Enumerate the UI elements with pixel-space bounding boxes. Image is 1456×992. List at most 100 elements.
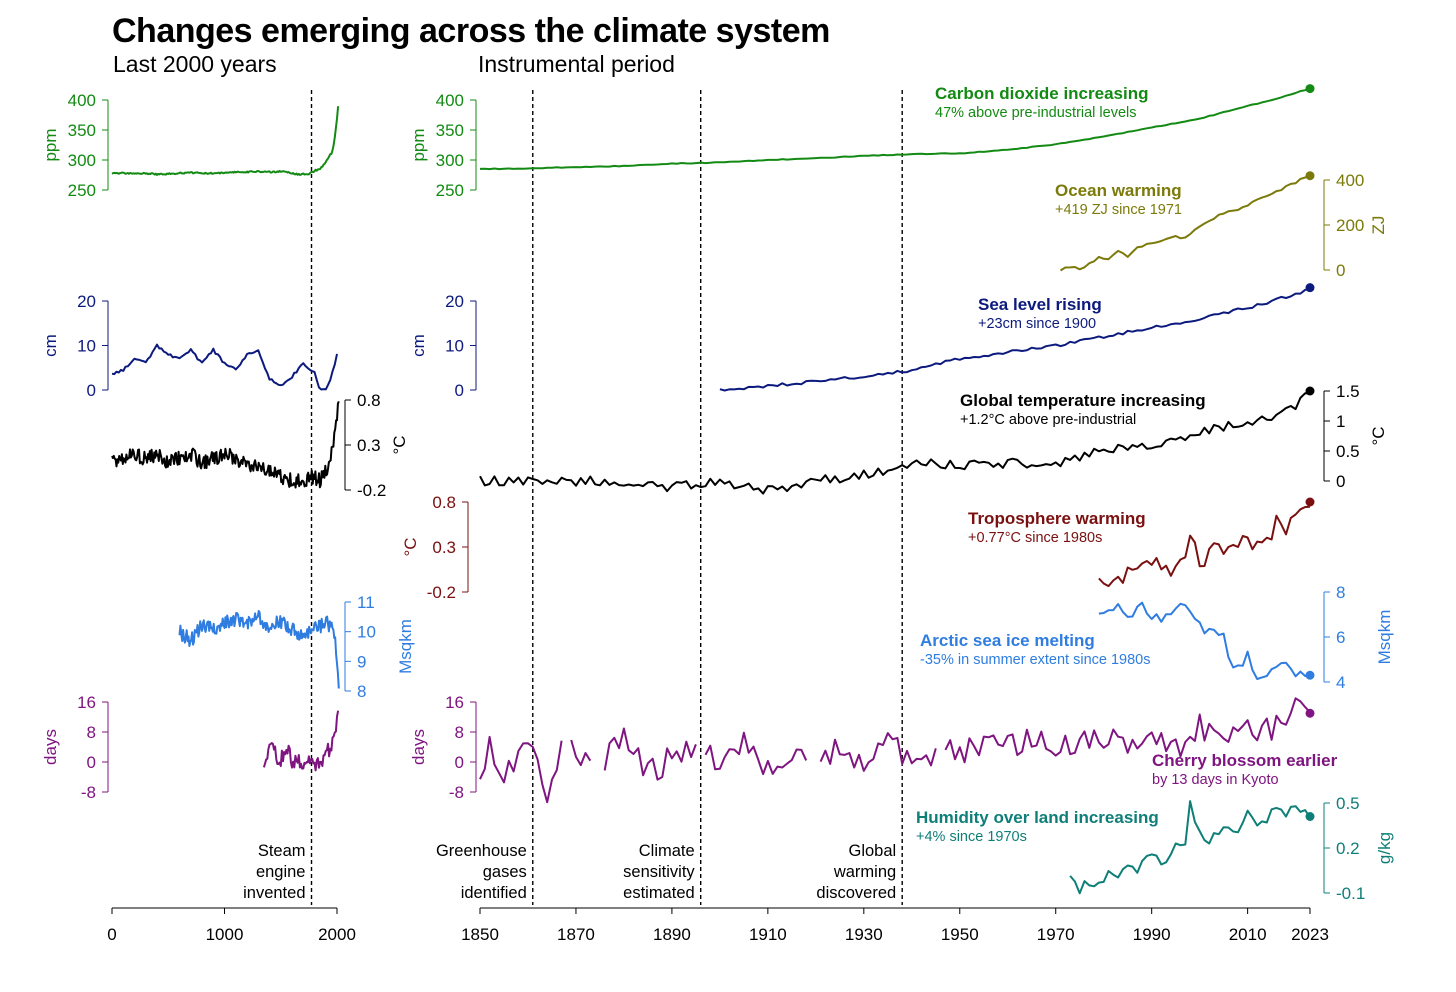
- right-x-tick-label: 2010: [1229, 925, 1267, 944]
- cherry-right-tick-label: 0: [455, 753, 464, 772]
- right-x-tick-label: 1870: [557, 925, 595, 944]
- cherry-right-axis-label: days: [409, 729, 428, 765]
- ice-left-tick-label: 8: [357, 682, 366, 701]
- ocean-line: [1059, 173, 1311, 272]
- co2-left-tick-label: 400: [68, 91, 96, 110]
- event-1-label: Climate: [639, 842, 695, 860]
- sea-right-tick-label: 20: [445, 292, 464, 311]
- cherry-right-tick-label: 8: [455, 723, 464, 742]
- sea-annotation-subtitle: +23cm since 1900: [978, 316, 1096, 332]
- event-0-label: identified: [461, 884, 527, 902]
- ice-line-instrumental: [1098, 601, 1311, 680]
- sea-end-dot: [1305, 283, 1315, 293]
- tropo-line: [1098, 505, 1311, 588]
- co2-left-axis-label: ppm: [41, 128, 60, 161]
- humid-tick-label: -0.1: [1336, 884, 1365, 903]
- temp-right-axis-label: °C: [1369, 426, 1388, 445]
- right-x-tick-label: 1890: [653, 925, 691, 944]
- co2-left-tick-label: 300: [68, 151, 96, 170]
- sea-right-tick-label: 0: [455, 381, 464, 400]
- cherry-line-instrumental: [944, 697, 1311, 764]
- cherry-end-dot: [1305, 708, 1315, 718]
- ice-right-tick-label: 6: [1336, 628, 1345, 647]
- cherry-line-instrumental: [603, 727, 697, 781]
- ice-right-axis-label: Msqkm: [1375, 610, 1394, 665]
- subtitle-last-2000-years: Last 2000 years: [113, 51, 277, 77]
- co2-right-axis-label: ppm: [409, 128, 428, 161]
- temp-right-tick-label: 0.5: [1336, 442, 1360, 461]
- ice-left-tick-label: 9: [357, 652, 366, 671]
- event-0-label: Greenhouse: [436, 842, 527, 860]
- temp-annotation-title: Global temperature increasing: [960, 391, 1206, 410]
- event-2-label: warming: [833, 863, 896, 881]
- tropo-annotation-subtitle: +0.77°C since 1980s: [968, 530, 1102, 546]
- cherry-line-instrumental: [704, 731, 808, 776]
- ice-left-tick-label: 11: [357, 593, 375, 612]
- event-0-label: gases: [483, 863, 527, 881]
- event-2-label: Global: [848, 842, 896, 860]
- ice-left-tick-label: 10: [357, 623, 376, 642]
- cherry-left-axis-label: days: [41, 729, 60, 765]
- ocean-tick-label: 200: [1336, 216, 1364, 235]
- co2-left-tick-label: 250: [68, 181, 96, 200]
- co2-left-tick-label: 350: [68, 121, 96, 140]
- tropo-tick-label: 0.8: [432, 493, 456, 512]
- cherry-line-instrumental: [479, 735, 563, 804]
- cherry-annotation-title: Cherry blossom earlier: [1152, 751, 1338, 770]
- cherry-left-tick-label: -8: [81, 783, 96, 802]
- cherry-left-tick-label: 16: [77, 693, 96, 712]
- temp-left-tick-label: 0.8: [357, 391, 381, 410]
- cherry-line-instrumental: [819, 732, 937, 772]
- temp-right-tick-label: 1: [1336, 412, 1345, 431]
- temp-left-tick-label: -0.2: [357, 481, 386, 500]
- humid-annotation-title: Humidity over land increasing: [916, 808, 1159, 827]
- sea-left-tick-label: 10: [77, 337, 96, 356]
- ice-left-axis-label: Msqkm: [396, 619, 415, 674]
- humid-axis-label: g/kg: [1375, 832, 1394, 864]
- co2-right-tick-label: 400: [436, 91, 464, 110]
- sea-right-axis-label: cm: [409, 334, 428, 357]
- ice-line-2000yr: [178, 610, 340, 689]
- humid-end-dot: [1305, 812, 1315, 821]
- sea-line-instrumental: [719, 288, 1311, 392]
- co2-right-tick-label: 250: [436, 181, 464, 200]
- sea-left-tick-label: 20: [77, 292, 96, 311]
- right-x-tick-label: 1850: [461, 925, 499, 944]
- cherry-right-tick-label: 16: [445, 693, 464, 712]
- ocean-axis-label: ZJ: [1369, 216, 1388, 235]
- right-x-tick-label: 1970: [1037, 925, 1075, 944]
- temp-right-tick-label: 0: [1336, 472, 1345, 491]
- ice-right-tick-label: 8: [1336, 583, 1345, 602]
- co2-right-tick-label: 350: [436, 121, 464, 140]
- left-x-tick-label: 1000: [206, 925, 244, 944]
- subtitle-instrumental-period: Instrumental period: [478, 51, 675, 77]
- sea-annotation-title: Sea level rising: [978, 295, 1102, 314]
- chart-title: Changes emerging across the climate syst…: [112, 12, 830, 50]
- co2-annotation-title: Carbon dioxide increasing: [935, 84, 1149, 103]
- right-x-tick-label: 1910: [749, 925, 787, 944]
- ice-end-dot: [1305, 670, 1315, 680]
- right-x-tick-label: 1930: [845, 925, 883, 944]
- event-steam-engine-label: Steam: [258, 842, 306, 860]
- cherry-left-tick-label: 8: [87, 723, 96, 742]
- cherry-line-2000yr: [262, 710, 340, 772]
- co2-line-2000yr: [111, 106, 340, 176]
- temp-left-tick-label: 0.3: [357, 436, 381, 455]
- cherry-left-tick-label: 0: [87, 753, 96, 772]
- cherry-line-instrumental: [570, 739, 592, 767]
- sea-left-tick-label: 0: [87, 381, 96, 400]
- cherry-right-tick-label: -8: [449, 783, 464, 802]
- ocean-tick-label: 0: [1336, 261, 1345, 280]
- sea-right-tick-label: 10: [445, 337, 464, 356]
- ice-annotation-title: Arctic sea ice melting: [920, 631, 1095, 650]
- right-x-tick-label: 1950: [941, 925, 979, 944]
- ocean-annotation-subtitle: +419 ZJ since 1971: [1055, 202, 1182, 218]
- event-1-label: estimated: [623, 884, 695, 902]
- right-x-tick-label: 2023: [1291, 925, 1329, 944]
- event-steam-engine-label: invented: [243, 884, 305, 902]
- humid-annotation-subtitle: +4% since 1970s: [916, 829, 1027, 845]
- humid-tick-label: 0.5: [1336, 794, 1360, 813]
- sea-left-axis-label: cm: [41, 334, 60, 357]
- tropo-tick-label: -0.2: [427, 583, 456, 602]
